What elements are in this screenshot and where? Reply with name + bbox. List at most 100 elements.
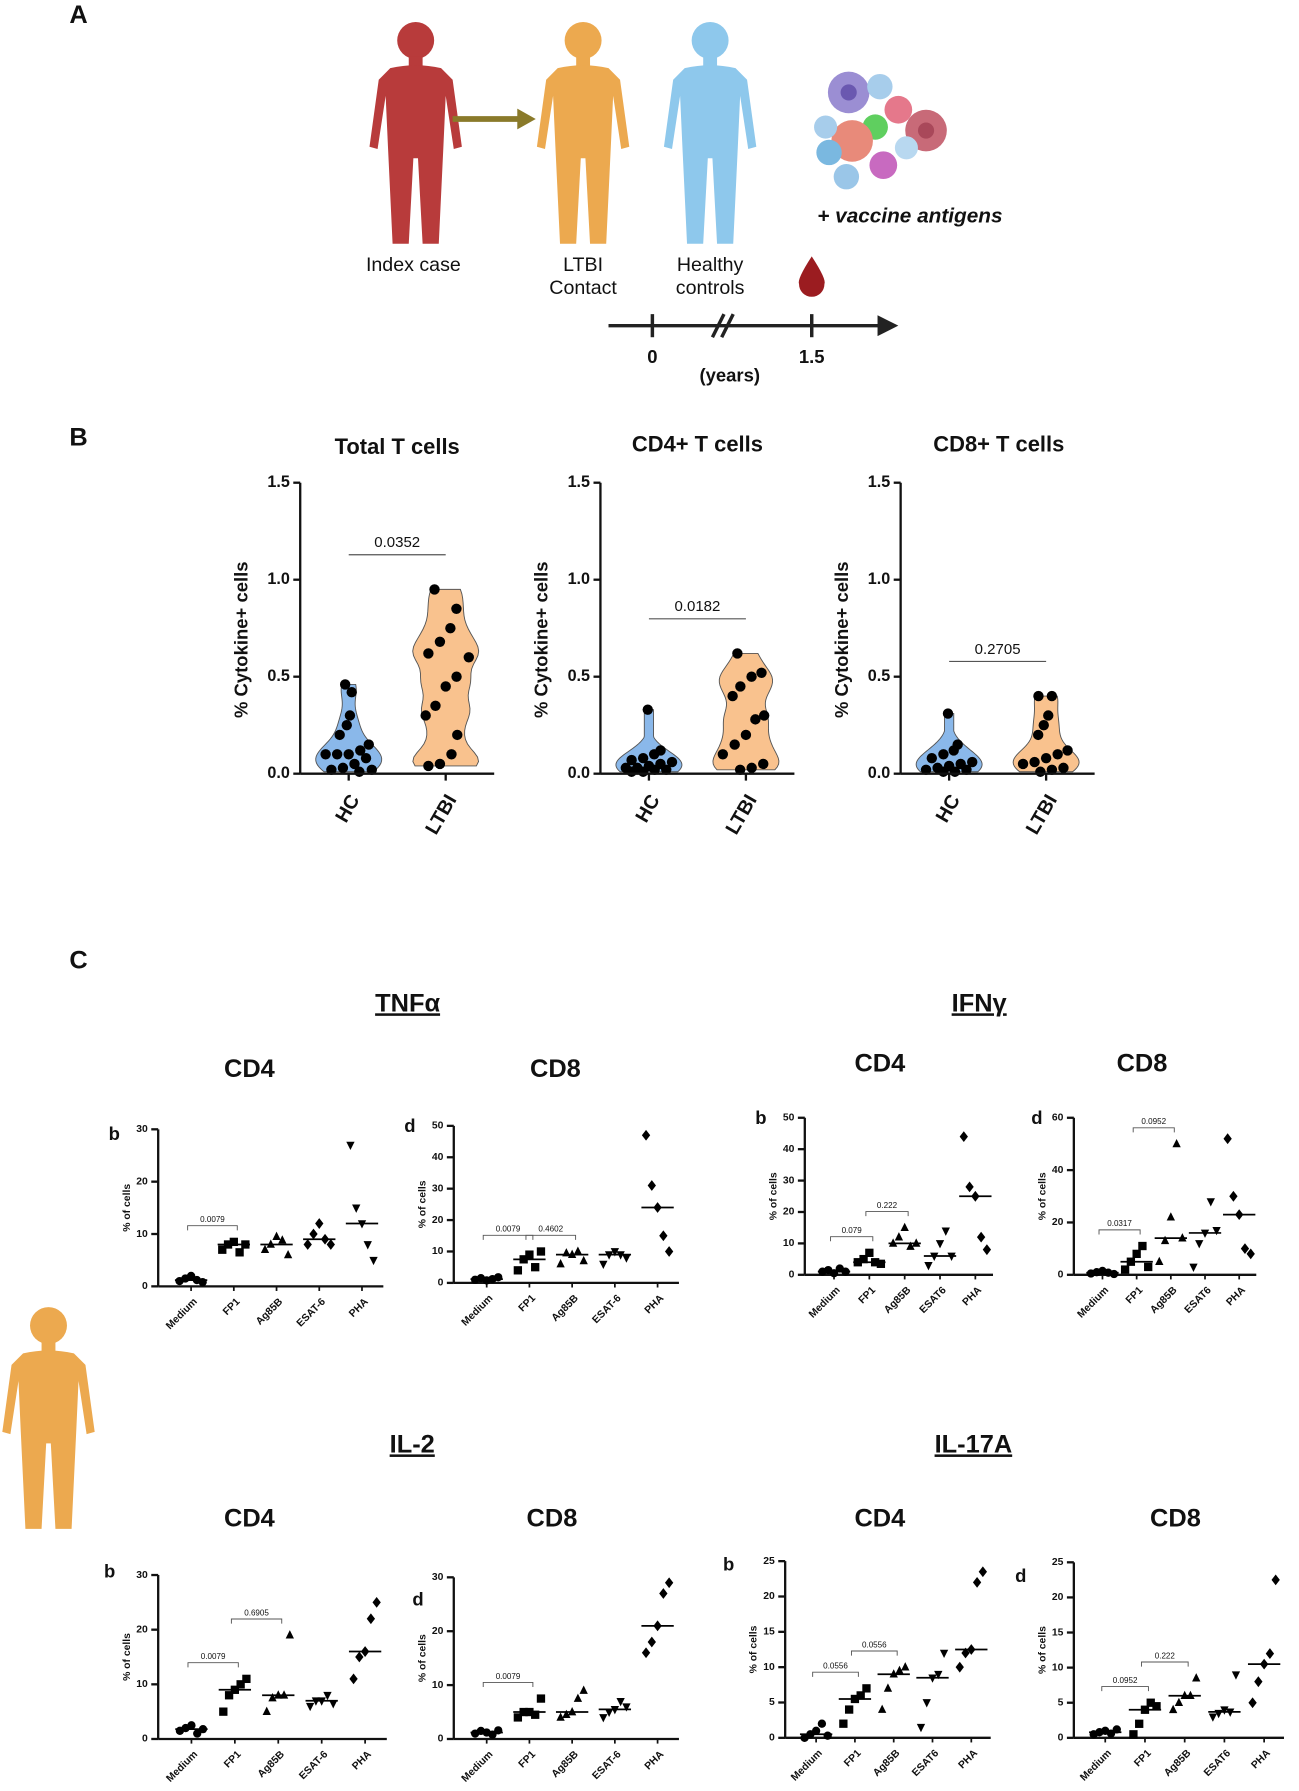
x-tick-label: PHA <box>351 1749 375 1773</box>
point <box>622 1703 631 1712</box>
point <box>938 766 949 777</box>
x-tick-label: Ag85B <box>871 1748 902 1779</box>
panel-letter: b <box>109 1123 120 1144</box>
x-tick-label: Medium <box>789 1748 824 1783</box>
x-tick-label: Medium <box>460 1293 495 1328</box>
p-value: 0.0952 <box>1141 1117 1166 1126</box>
timeline-break <box>710 313 735 338</box>
y-tick-label: 30 <box>783 1175 795 1186</box>
point <box>229 1237 238 1247</box>
p-value: 0.0079 <box>201 1652 226 1661</box>
point <box>369 1256 378 1266</box>
x-tick-label: PHA <box>1250 1748 1274 1772</box>
x-tick-label: ESAT6 <box>910 1748 941 1779</box>
point <box>1189 1263 1198 1272</box>
y-tick-label: 40 <box>783 1144 795 1155</box>
point <box>935 1240 945 1249</box>
point <box>309 1228 318 1240</box>
x-tick-label: Medium <box>807 1285 842 1320</box>
x-tick-label: FP1 <box>221 1296 242 1317</box>
point <box>901 1662 910 1671</box>
point <box>1220 1706 1229 1715</box>
person-label: Contact <box>549 277 617 299</box>
point <box>1146 1698 1155 1707</box>
y-tick-label: 30 <box>432 1183 444 1194</box>
point <box>637 752 649 764</box>
person-label: controls <box>676 277 745 299</box>
timeline-unit: (years) <box>699 364 760 385</box>
point <box>900 1222 909 1232</box>
point <box>949 766 961 777</box>
point <box>423 760 434 772</box>
p-value: 0.0079 <box>200 1215 225 1224</box>
point <box>978 1566 988 1578</box>
point <box>331 749 343 760</box>
y-axis-label: % of cells <box>417 1634 428 1682</box>
point <box>513 1266 523 1275</box>
bracket <box>187 1225 238 1231</box>
bracket <box>1141 1661 1189 1667</box>
y-axis-label: % of cells <box>1037 1172 1048 1220</box>
point <box>839 1719 848 1728</box>
point <box>1208 1713 1218 1722</box>
point <box>429 584 440 595</box>
x-tick-label: Ag85B <box>254 1296 285 1327</box>
y-tick-label: 0.5 <box>568 667 590 685</box>
point <box>193 1729 202 1738</box>
point <box>926 752 938 764</box>
chart-title: CD8+ T cells <box>933 432 1064 457</box>
point <box>494 1273 503 1282</box>
point <box>732 648 743 659</box>
x-tick-label: FP1 <box>222 1749 243 1770</box>
point <box>1033 690 1044 702</box>
point <box>531 1710 540 1719</box>
point <box>1062 745 1073 756</box>
y-tick-label: 50 <box>432 1121 444 1132</box>
bracket <box>1098 1229 1141 1235</box>
person-label: LTBI <box>563 254 603 276</box>
x-tick-label: HC <box>932 791 965 827</box>
x-tick-label: ESAT-6 <box>591 1293 624 1326</box>
point <box>283 1249 293 1259</box>
y-axis-label: % of cells <box>1037 1626 1048 1674</box>
point <box>562 1709 571 1719</box>
y-tick-label: 0 <box>142 1281 148 1292</box>
y-tick-label: 0.5 <box>267 667 289 685</box>
point <box>756 667 767 679</box>
point <box>349 1673 358 1685</box>
point <box>452 729 463 741</box>
point <box>1046 690 1058 702</box>
point <box>334 729 345 741</box>
bracket <box>830 1236 874 1242</box>
chart-title: CD4 <box>224 1504 275 1532</box>
chart-title: CD4 <box>854 1504 905 1532</box>
point <box>346 1141 355 1151</box>
y-tick-label: 20 <box>783 1207 795 1218</box>
point <box>924 1262 933 1271</box>
x-tick-label: FP1 <box>1124 1285 1145 1306</box>
point <box>972 1576 982 1588</box>
bracket <box>482 1234 534 1240</box>
y-tick-label: 1.0 <box>568 570 590 588</box>
point <box>1195 1240 1204 1249</box>
chart-title: CD4+ T cells <box>632 432 763 457</box>
x-tick-label: PHA <box>1225 1285 1249 1309</box>
bracket <box>865 1211 909 1217</box>
point <box>1120 1265 1130 1274</box>
point <box>959 1131 968 1143</box>
timeline-label: 0 <box>647 346 657 367</box>
point <box>224 1691 234 1700</box>
chart-title: CD8 <box>527 1504 578 1532</box>
bracket <box>850 1650 898 1656</box>
point <box>451 603 462 614</box>
x-tick-label: Ag85B <box>550 1749 581 1780</box>
p-value: 0.079 <box>842 1226 863 1235</box>
point <box>445 622 456 634</box>
point <box>579 1255 588 1265</box>
panel-letter: b <box>723 1554 734 1575</box>
x-tick-label: PHA <box>643 1293 667 1317</box>
point <box>1058 762 1069 774</box>
p-value: 0.0079 <box>496 1225 521 1234</box>
point <box>1129 1730 1138 1739</box>
x-tick-label: FP1 <box>842 1748 863 1769</box>
